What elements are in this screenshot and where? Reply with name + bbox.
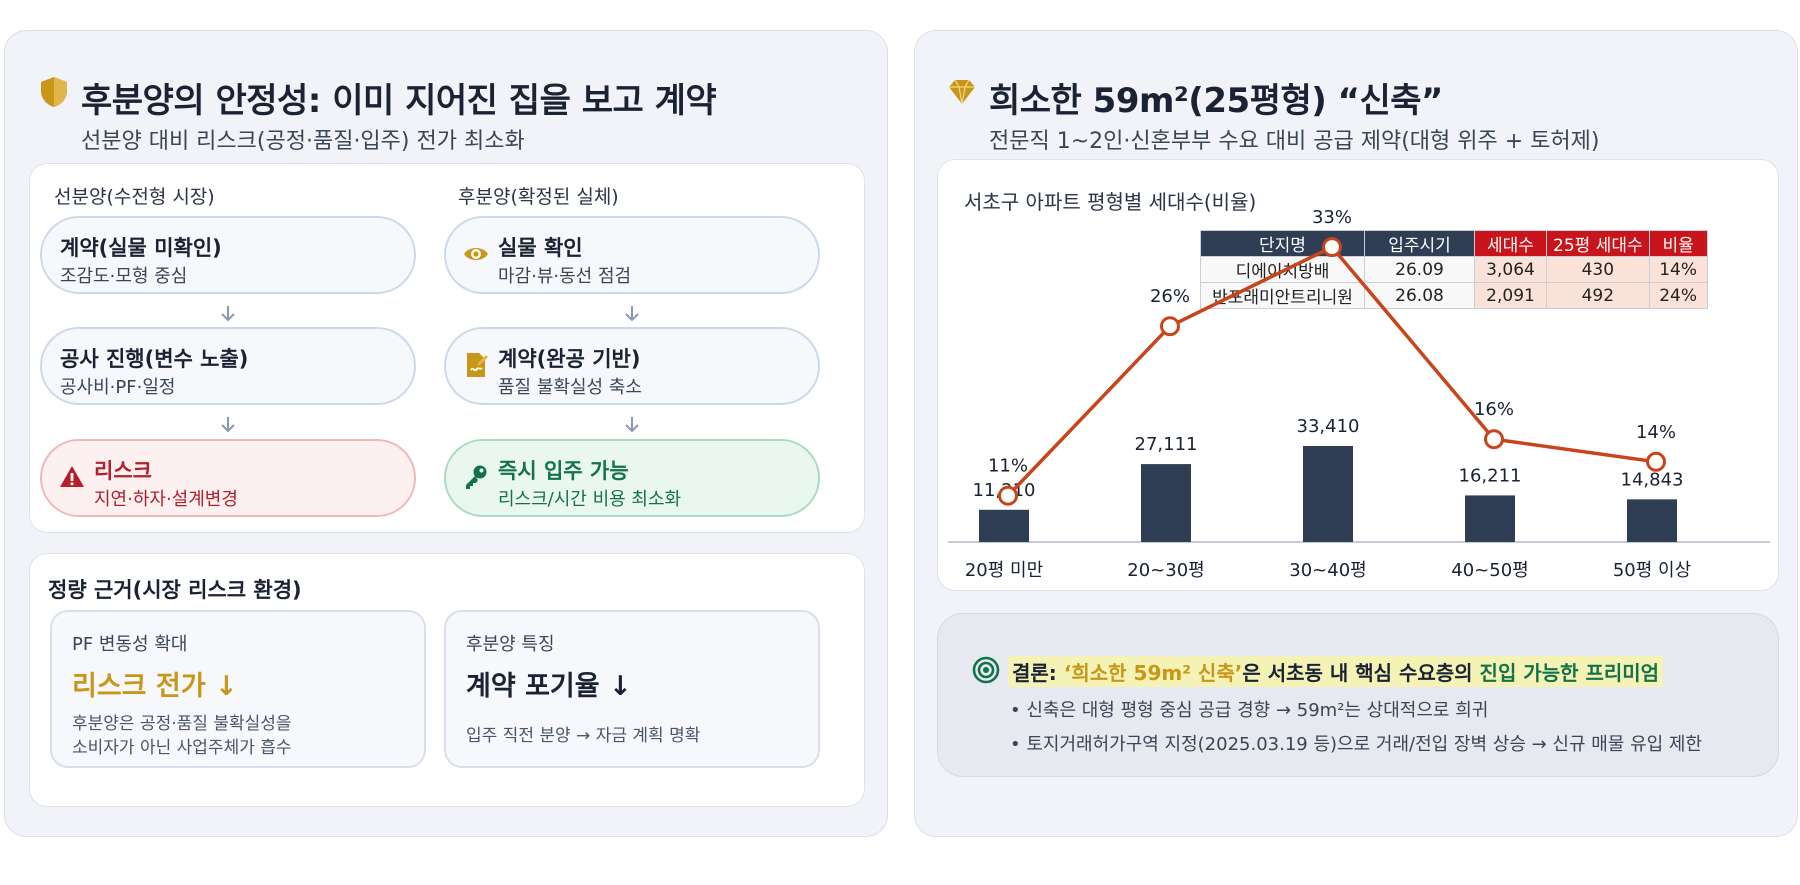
quant-box-feature: 후분양 특징 계약 포기율 ↓ 입주 직전 분양 → 자금 계획 명확	[444, 610, 820, 768]
ratio-label: 16%	[1474, 399, 1514, 420]
target-icon	[972, 656, 1000, 684]
ratio-label: 14%	[1636, 422, 1676, 443]
arrow-down-icon	[221, 417, 235, 433]
bar-value-label: 16,211	[1459, 465, 1522, 486]
x-tick-label: 50평 이상	[1613, 560, 1691, 581]
shield-icon	[41, 77, 67, 107]
table-cell: 26.09	[1364, 256, 1475, 283]
bar	[1303, 446, 1353, 542]
quant-title: 정량 근거(시장 리스크 환경)	[48, 578, 302, 602]
diamond-icon	[949, 79, 975, 105]
table-row: 디에이치방배 26.09 3,064 430 14%	[1200, 256, 1708, 283]
ratio-point	[1484, 429, 1504, 450]
post-sale-step: 실물 확인 마감·뷰·동선 점검	[444, 216, 820, 294]
key-icon	[466, 465, 487, 489]
table-cell: 492	[1546, 282, 1650, 309]
left-subtitle: 선분양 대비 리스크(공정·품질·입주) 전가 최소화	[81, 129, 525, 154]
post-sale-move-in: 즉시 입주 가능 리스크/시간 비용 최소화	[444, 439, 820, 517]
ratio-point	[1160, 316, 1180, 337]
right-panel: 희소한 59m²(25평형) “신축” 전문직 1~2인·신혼부부 수요 대비 …	[914, 30, 1798, 837]
bar-line-chart: 11,21020평 미만27,11120~30평33,41030~40평16,2…	[948, 207, 1770, 581]
bar-value-label: 14,843	[1621, 469, 1684, 490]
conclusion-card: 결론: ‘희소한 59m² 신축’은 서초동 내 핵심 수요층의 진입 가능한 …	[937, 613, 1779, 777]
ratio-label: 11%	[988, 456, 1028, 477]
bar	[1627, 499, 1677, 542]
eye-icon	[464, 248, 488, 260]
table-cell: 24%	[1648, 282, 1708, 309]
ratio-label: 33%	[1312, 207, 1352, 228]
x-tick-label: 40~50평	[1451, 560, 1528, 581]
ratio-point	[998, 485, 1018, 506]
post-sale-heading: 후분양(확정된 실체)	[458, 186, 619, 208]
bar	[1141, 464, 1191, 542]
quant-card: 정량 근거(시장 리스크 환경) PF 변동성 확대 리스크 전가 ↓ 후분양은…	[29, 553, 865, 807]
table-header: 단지명	[1200, 230, 1365, 257]
arrow-down-icon	[625, 417, 639, 433]
pre-sale-step: 계약(실물 미확인) 조감도·모형 중심	[40, 216, 416, 294]
conclusion-headline: 결론: ‘희소한 59m² 신축’은 서초동 내 핵심 수요층의 진입 가능한 …	[1008, 656, 1664, 687]
conclusion-bullet: • 신축은 대형 평형 중심 공급 경향 → 59m²는 상대적으로 희귀	[1010, 700, 1489, 721]
arrow-down-icon	[625, 306, 639, 322]
chart-card: 서초구 아파트 평형별 세대수(비율) 단지명 입주시기 세대수 25평 세대수…	[937, 159, 1779, 591]
table-header: 25평 세대수	[1546, 230, 1650, 257]
post-sale-step: 계약(완공 기반) 품질 불확실성 축소	[444, 327, 820, 405]
contract-sign-icon	[467, 353, 489, 377]
ratio-point	[1322, 237, 1342, 258]
left-panel: 후분양의 안정성: 이미 지어진 집을 보고 계약 선분양 대비 리스크(공정·…	[4, 30, 888, 837]
table-cell: 3,064	[1474, 256, 1547, 283]
bar-value-label: 33,410	[1297, 416, 1360, 437]
complex-table: 단지명 입주시기 세대수 25평 세대수 비율 디에이치방배 26.09 3,0…	[1200, 230, 1708, 309]
pre-sale-risk: 리스크 지연·하자·설계변경	[40, 439, 416, 517]
bar	[979, 509, 1029, 542]
conclusion-bullet: • 토지거래허가구역 지정(2025.03.19 등)으로 거래/전입 장벽 상…	[1010, 734, 1703, 755]
left-title: 후분양의 안정성: 이미 지어진 집을 보고 계약	[81, 81, 717, 121]
chart-title: 서초구 아파트 평형별 세대수(비율)	[964, 190, 1257, 214]
x-tick-label: 20평 미만	[965, 560, 1043, 581]
arrow-down-icon	[221, 306, 235, 322]
ratio-point	[1646, 451, 1666, 472]
quant-box-pf: PF 변동성 확대 리스크 전가 ↓ 후분양은 공정·품질 불확실성을 소비자가…	[50, 610, 426, 768]
x-tick-label: 30~40평	[1289, 560, 1366, 581]
ratio-label: 26%	[1150, 286, 1190, 307]
bar	[1465, 495, 1515, 542]
right-title: 희소한 59m²(25평형) “신축”	[989, 81, 1443, 121]
warning-icon	[60, 466, 84, 487]
table-header: 비율	[1648, 230, 1708, 257]
table-cell: 2,091	[1474, 282, 1547, 309]
table-cell: 430	[1546, 256, 1650, 283]
table-cell: 반포래미안트리니원	[1200, 282, 1365, 309]
x-tick-label: 20~30평	[1127, 560, 1204, 581]
table-row: 반포래미안트리니원 26.08 2,091 492 24%	[1200, 282, 1708, 309]
bar-value-label: 27,111	[1135, 434, 1198, 455]
sale-flow-card: 선분양(수전형 시장) 후분양(확정된 실체) 계약(실물 미확인) 조감도·모…	[29, 163, 865, 533]
pre-sale-heading: 선분양(수전형 시장)	[54, 186, 215, 208]
pre-sale-step: 공사 진행(변수 노출) 공사비·PF·일정	[40, 327, 416, 405]
table-header: 세대수	[1474, 230, 1547, 257]
table-header-row: 단지명 입주시기 세대수 25평 세대수 비율	[1200, 230, 1708, 257]
right-subtitle: 전문직 1~2인·신혼부부 수요 대비 공급 제약(대형 위주 + 토허제)	[989, 129, 1600, 154]
table-cell: 14%	[1648, 256, 1708, 283]
